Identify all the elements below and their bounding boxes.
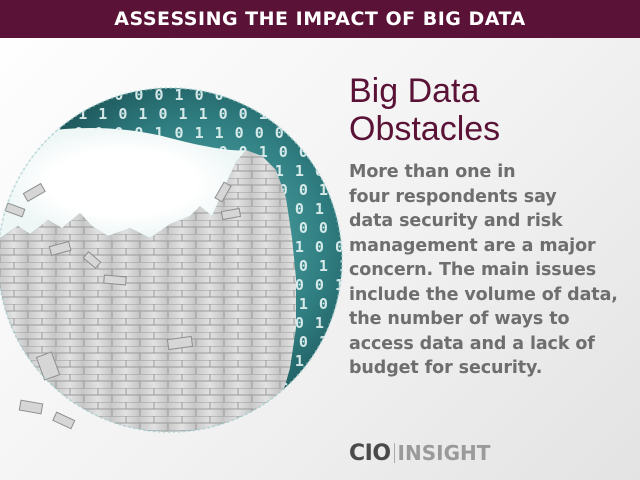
- body-line: the number of ways to: [349, 309, 570, 329]
- globe-rim: [0, 87, 343, 433]
- slide-body: More than one in four respondents say da…: [349, 160, 633, 381]
- body-line: More than one in: [349, 162, 516, 182]
- flying-bricks: [4, 181, 242, 430]
- logo-insight-text: INSIGHT: [397, 441, 491, 465]
- body-line: concern. The main issues: [349, 260, 597, 280]
- logo-cio-text: CIO: [349, 440, 391, 466]
- logo-divider: [393, 443, 395, 463]
- wall-hole: [0, 127, 246, 238]
- slide-title-line-1: Big Data: [349, 72, 480, 110]
- body-line: data security and risk: [349, 211, 563, 231]
- slide-title: Big Data Obstacles: [349, 72, 629, 148]
- body-line: access data and a lack of: [349, 333, 595, 354]
- brick-wall: [0, 150, 296, 432]
- cio-insight-logo: CIO INSIGHT: [349, 440, 490, 466]
- body-line: budget for security.: [349, 358, 543, 378]
- body-line: four respondents say: [349, 186, 557, 207]
- body-line: include the volume of data,: [349, 284, 618, 305]
- slide-title-line-2: Obstacles: [349, 110, 501, 148]
- binary-code-row: 010001110010100101: [0, 447, 345, 465]
- globe-illustration: 0101100001000110110010110101100100101101…: [0, 87, 345, 465]
- body-line: management are a major: [349, 235, 596, 256]
- banner-title: ASSESSING THE IMPACT OF BIG DATA: [114, 8, 526, 30]
- header-banner: ASSESSING THE IMPACT OF BIG DATA: [0, 0, 640, 38]
